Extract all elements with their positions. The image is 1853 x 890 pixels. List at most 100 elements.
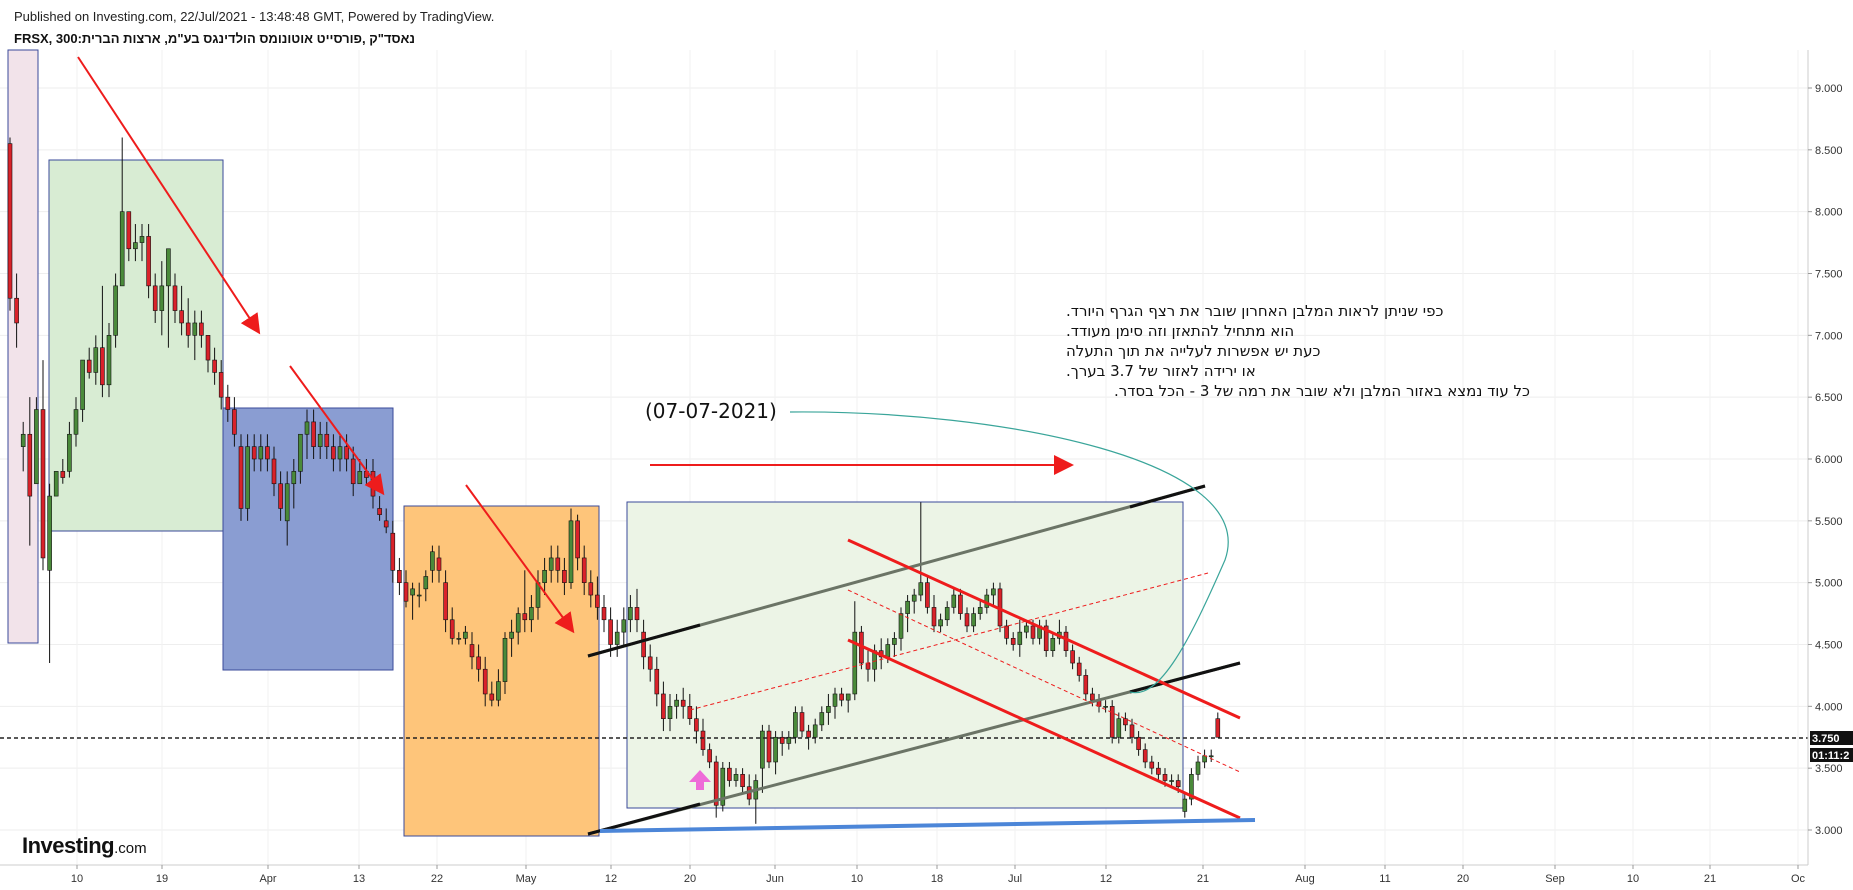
- y-tick-label: 6.500: [1815, 392, 1843, 404]
- candle-body: [1149, 761, 1155, 769]
- candle-body: [1142, 749, 1148, 763]
- candle-body: [1189, 774, 1194, 800]
- candle: [1083, 669, 1089, 701]
- candle-body: [812, 724, 818, 738]
- candle-body: [1010, 638, 1016, 645]
- x-tick-label: 12: [1100, 873, 1112, 885]
- candle: [377, 496, 382, 521]
- x-tick-label: 12: [605, 873, 617, 885]
- candle-body: [159, 285, 165, 311]
- candle: [680, 687, 686, 719]
- candle: [86, 347, 92, 379]
- candle: [581, 545, 587, 596]
- investing-logo: Investing.com: [22, 833, 147, 859]
- candle: [146, 224, 151, 299]
- x-tick-label: Apr: [259, 873, 276, 885]
- annotation-connector: [789, 411, 1229, 694]
- candle: [410, 582, 415, 620]
- y-axis-ticks: 9.000 8.500 8.000 7.500 7.000 6.500 6.000 5.500…: [1808, 83, 1843, 837]
- candle: [793, 706, 798, 744]
- candle: [509, 619, 514, 657]
- candle-body: [86, 359, 92, 373]
- candle: [786, 731, 792, 750]
- candle: [1215, 712, 1221, 738]
- candle: [324, 421, 330, 459]
- candle-body: [245, 446, 250, 509]
- last-price-tag: 3.750: [1810, 731, 1853, 745]
- candle-body: [482, 668, 488, 695]
- candle-body: [489, 693, 495, 701]
- candle-body: [14, 297, 19, 324]
- candle-body: [1162, 774, 1168, 781]
- candle-body: [152, 285, 158, 311]
- candle: [152, 273, 158, 323]
- candle: [555, 545, 561, 583]
- candle-body: [390, 532, 396, 571]
- candle-body: [713, 761, 719, 806]
- candle-body: [133, 242, 138, 250]
- candle-body: [727, 767, 732, 781]
- candle-body: [925, 582, 930, 608]
- candle: [938, 613, 943, 633]
- candle-body: [476, 656, 481, 670]
- x-tick-label: 22: [431, 873, 443, 885]
- annotation-line-1: כפי שניתן לראות המלבן האחרון שובר את רצף…: [1066, 302, 1443, 320]
- candle: [562, 557, 567, 596]
- candle: [647, 644, 653, 682]
- channel-upper-line-ext2: [1129, 484, 1206, 509]
- candle: [93, 335, 99, 385]
- candle-body: [337, 446, 343, 460]
- candle: [14, 273, 19, 348]
- x-tick-label: 13: [353, 873, 365, 885]
- candle-body: [1090, 693, 1095, 701]
- candle: [1043, 619, 1049, 657]
- annotation-date: (07-07-2021): [645, 399, 777, 423]
- candle: [522, 570, 528, 633]
- x-tick-label: May: [516, 873, 537, 885]
- candle: [416, 582, 422, 608]
- candle-body: [542, 569, 547, 583]
- candle-body: [779, 736, 785, 744]
- candle-body: [865, 662, 871, 670]
- candle-body: [179, 310, 184, 324]
- y-tick-label: 8.000: [1815, 207, 1843, 219]
- candle-body: [562, 569, 567, 583]
- candle-body: [146, 236, 151, 287]
- candle-body: [674, 699, 679, 707]
- candle: [1142, 743, 1148, 769]
- candle-body: [1030, 625, 1036, 639]
- candle: [720, 761, 726, 812]
- candle-body: [971, 613, 976, 627]
- candle: [390, 520, 396, 583]
- candle-body: [1156, 767, 1161, 775]
- candle-body: [740, 774, 745, 788]
- trend-arrow-1: [77, 56, 261, 335]
- candle: [826, 693, 831, 725]
- y-tick-label: 5.500: [1815, 516, 1843, 528]
- candle-body: [588, 582, 594, 596]
- candle: [317, 421, 323, 459]
- y-tick-label: 5.000: [1815, 578, 1843, 590]
- candle: [73, 397, 79, 447]
- candle-body: [397, 569, 402, 583]
- candle-body: [416, 594, 422, 597]
- candle-body: [1070, 650, 1075, 664]
- candle: [1116, 712, 1122, 744]
- x-tick-label: 10: [1627, 873, 1639, 885]
- candle-body: [449, 619, 455, 639]
- candle-body: [680, 699, 686, 707]
- candle: [291, 459, 297, 509]
- candle: [205, 335, 211, 373]
- support-line: [599, 818, 1256, 833]
- box-orange: [403, 505, 600, 837]
- last-price-value: 3.750: [1812, 733, 1840, 745]
- candle-body: [80, 359, 85, 410]
- x-axis-ticks: 10 19 Apr 13 22 May 12 20 Jun 10 18 Jul 12 21 Aug 11 20 S…: [71, 865, 1806, 885]
- candle-body: [410, 588, 415, 596]
- candle: [80, 359, 85, 422]
- candle: [271, 446, 277, 497]
- candle: [212, 347, 217, 385]
- y-tick-label: 3.500: [1815, 763, 1843, 775]
- candle-body: [1195, 761, 1201, 775]
- candle: [106, 322, 112, 398]
